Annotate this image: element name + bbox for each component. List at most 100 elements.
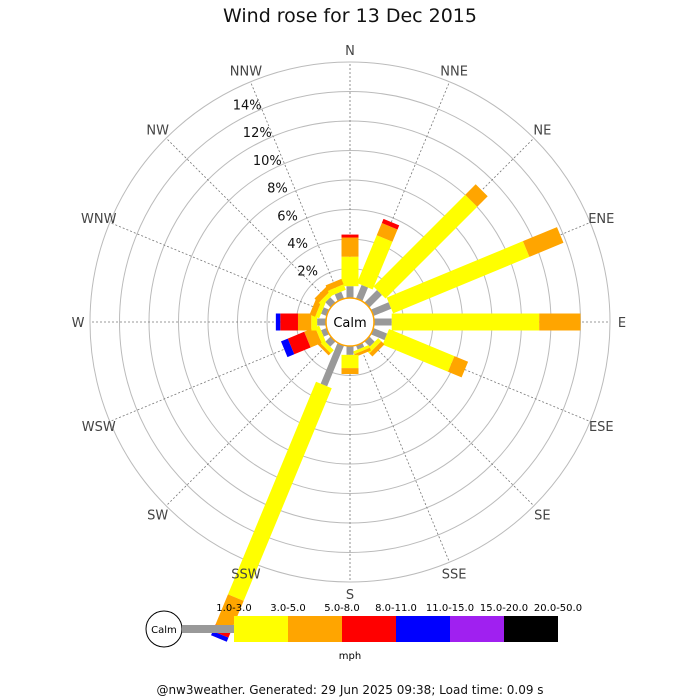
petal-ene — [370, 227, 564, 317]
petal-nnw — [325, 278, 346, 302]
direction-spoke — [349, 321, 450, 563]
direction-label: SSW — [231, 567, 261, 582]
petal-segment — [227, 381, 332, 601]
petal-segment — [211, 631, 229, 642]
direction-label: WNW — [81, 212, 117, 227]
legend-swatch — [182, 625, 234, 633]
legend-bin-label: 1.0-3.0 — [216, 603, 251, 614]
direction-spoke — [349, 81, 450, 323]
petal-segment — [374, 318, 392, 326]
petal-segment — [522, 227, 564, 257]
petal-ssw — [211, 342, 345, 642]
petal-segment — [355, 284, 369, 302]
petal-ese — [370, 327, 469, 378]
petal-segment — [287, 331, 311, 355]
center-layer: Calm — [325, 297, 375, 347]
petal-segment — [327, 284, 346, 297]
petal-segment — [341, 368, 359, 375]
calm-circle — [325, 297, 375, 347]
petal-segment — [370, 302, 392, 317]
legend-bin-label: 15.0-20.0 — [480, 603, 528, 614]
petal-segment — [315, 301, 326, 319]
direction-spoke — [349, 321, 535, 507]
direction-label: ENE — [588, 212, 614, 227]
petal-segment — [314, 286, 331, 303]
petal-segment — [215, 594, 244, 631]
petal-segment — [346, 286, 354, 298]
direction-spoke — [165, 321, 351, 507]
petal-segment — [539, 313, 581, 331]
grid-ring — [89, 61, 611, 583]
petal-segment — [356, 235, 393, 290]
legend-unit-label: mph — [339, 651, 361, 662]
petal-segment — [465, 184, 488, 207]
legend-bin-label: 3.0-5.0 — [270, 603, 305, 614]
label-layer: N NNE NE ENE E ESE SE SSE S SSW SW WSW W WNW NW NNW 2% 4%… — [72, 44, 627, 603]
legend-swatch — [342, 616, 396, 642]
legend: Calm 1.0-3.0 3.0-5.0 5.0-8.0 8.0-11.0 11.0-15… — [145, 603, 582, 662]
petal-segment — [297, 313, 312, 331]
petal-segment — [325, 278, 344, 291]
radial-tick-label: 14% — [233, 98, 262, 113]
petal-segment — [364, 290, 382, 308]
direction-spoke — [109, 222, 351, 323]
petal-segment — [320, 342, 345, 387]
petal-e — [374, 313, 581, 331]
petal-segment — [309, 298, 322, 317]
direction-label: NNW — [230, 65, 262, 80]
petal-segment — [341, 256, 359, 287]
petal-segment — [304, 327, 322, 348]
petal-segment — [315, 325, 326, 343]
petal-segment — [369, 341, 385, 357]
radial-tick-label: 8% — [267, 182, 288, 197]
legend-bin-label: 20.0-50.0 — [534, 603, 582, 614]
petal-segment — [354, 347, 371, 357]
petal-layer — [211, 184, 581, 642]
petal-segment — [280, 313, 298, 331]
radial-tick-label: 6% — [277, 209, 298, 224]
direction-label: N — [345, 44, 355, 59]
radial-tick-label: 2% — [297, 265, 318, 280]
direction-spoke — [349, 321, 591, 422]
legend-swatch — [396, 616, 450, 642]
petal-segment — [382, 328, 455, 372]
petal-w — [275, 313, 327, 331]
legend-swatch — [450, 616, 504, 642]
direction-spoke — [165, 137, 351, 323]
legend-bin-label: 5.0-8.0 — [324, 603, 359, 614]
direction-label: W — [72, 316, 85, 331]
petal-s — [341, 346, 359, 375]
direction-spoke — [250, 81, 351, 323]
direction-label: SE — [534, 508, 550, 523]
direction-label: E — [618, 316, 626, 331]
petal-segment — [341, 234, 359, 238]
petal-wnw — [309, 298, 330, 319]
direction-label: S — [346, 588, 354, 603]
radial-tick-label: 12% — [243, 126, 272, 141]
petal-segment — [373, 194, 478, 299]
petal-segment — [280, 338, 295, 358]
petal-segment — [311, 313, 318, 331]
petal-segment — [370, 327, 388, 341]
direction-label: SSE — [442, 567, 467, 582]
petal-wsw — [280, 325, 330, 358]
petal-segment — [341, 354, 359, 369]
petal-segment — [447, 356, 469, 378]
petal-segment — [346, 346, 354, 355]
petal-segment — [391, 313, 540, 331]
calm-label: Calm — [333, 316, 366, 331]
petal-n — [341, 234, 359, 298]
radial-tick-label: 10% — [253, 154, 282, 169]
petal-sse — [353, 342, 371, 357]
direction-label: NE — [533, 124, 551, 139]
petal-segment — [355, 342, 365, 350]
direction-label: ESE — [589, 420, 614, 435]
footer-text: @nw3weather. Generated: 29 Jun 2025 09:3… — [156, 683, 544, 697]
direction-label: SW — [147, 508, 168, 523]
petal-segment — [316, 341, 331, 356]
petal-segment — [341, 237, 359, 257]
legend-swatch — [504, 616, 558, 642]
direction-label: NW — [146, 124, 169, 139]
petal-nne — [355, 218, 400, 302]
